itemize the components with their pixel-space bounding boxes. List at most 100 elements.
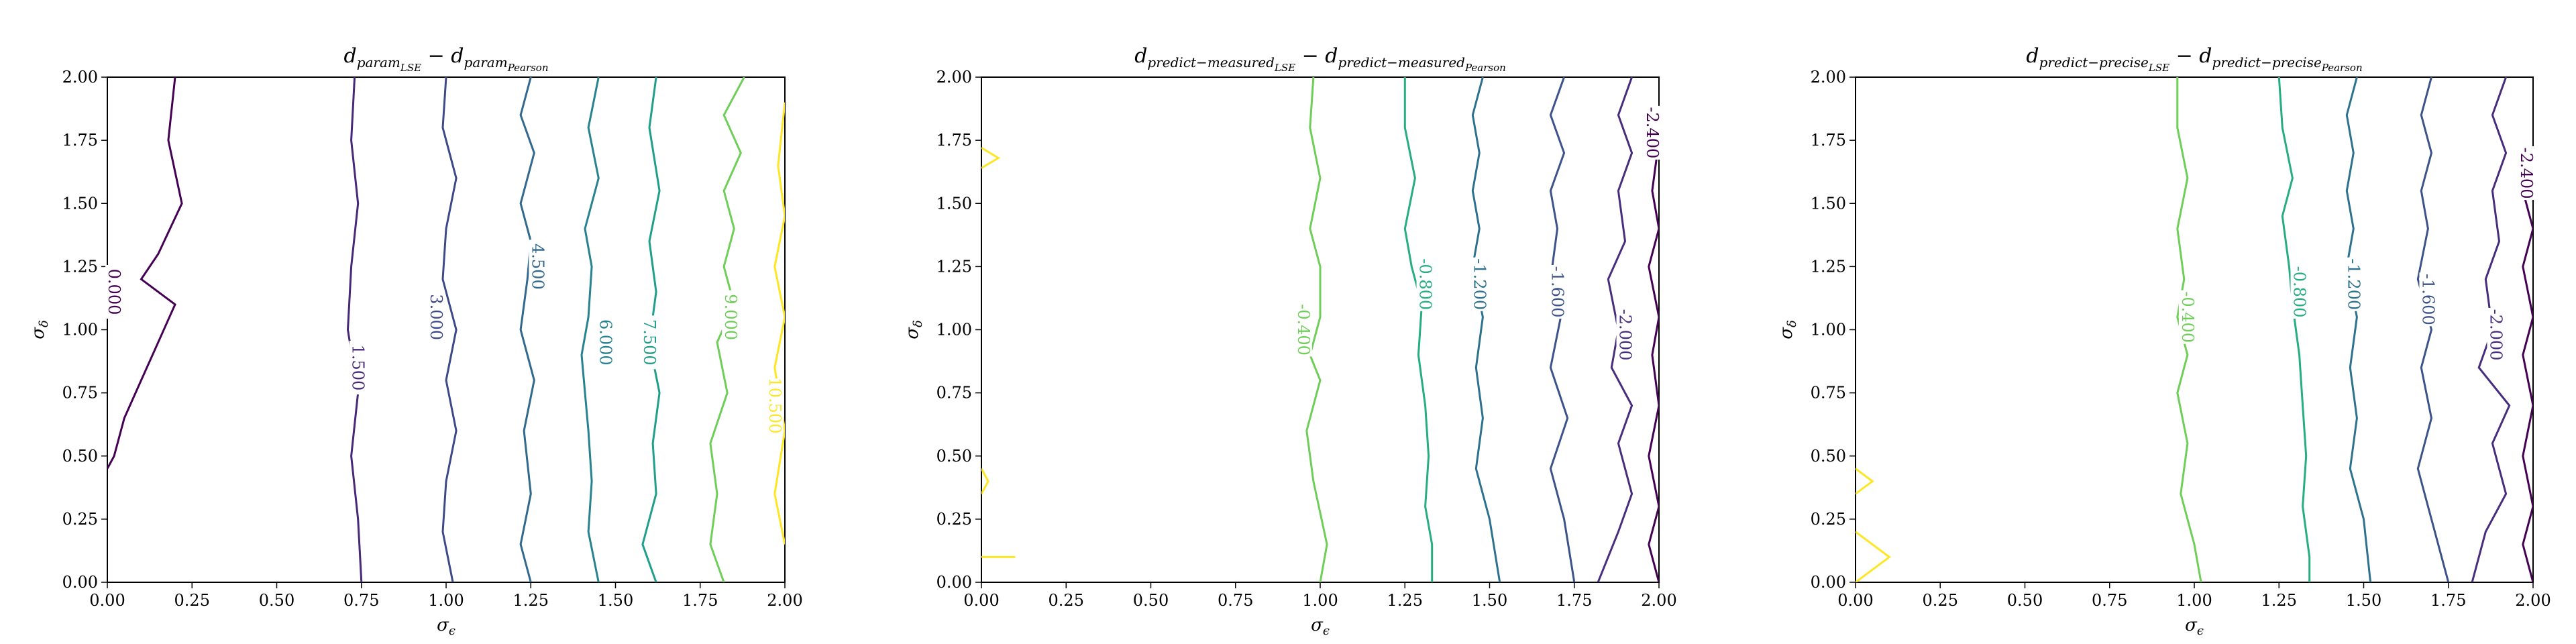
panel-title: dpredict−preciseLSE − dpredict−precisePe… — [2026, 44, 2362, 74]
contour-line — [1856, 531, 1892, 582]
y-tick-label: 1.75 — [62, 131, 98, 150]
y-tick-label: 0.25 — [62, 510, 98, 529]
y-tick-label: 1.25 — [1811, 257, 1846, 276]
x-tick-label: 2.00 — [2515, 591, 2551, 610]
x-tick-label: 0.25 — [174, 591, 210, 610]
contour-line — [2345, 77, 2372, 582]
contour-level-label: -1.600 — [1548, 266, 1567, 318]
y-axis-label: σδ — [902, 320, 925, 339]
x-tick-label: 0.75 — [2092, 591, 2127, 610]
contour-level-label: -0.800 — [1416, 258, 1435, 310]
contour-label-bg — [349, 340, 367, 394]
x-tick-label: 0.50 — [1133, 591, 1169, 610]
contour-line — [773, 102, 785, 545]
x-tick-label: 0.00 — [963, 591, 999, 610]
y-tick-label: 1.50 — [62, 194, 98, 213]
y-tick-label: 0.50 — [1811, 447, 1846, 466]
contour-panel-2: 0.00 0.25 0.50 0.75 1.00 1.25 1.50 1.75 2.00 0.00… — [902, 44, 1677, 638]
y-tick-label: 1.00 — [62, 321, 98, 339]
contour-line — [2416, 77, 2450, 582]
contour-level-label: -1.600 — [2418, 274, 2437, 325]
x-tick-label: 0.50 — [259, 591, 294, 610]
contour-line — [2277, 77, 2311, 582]
x-tick-label: 0.25 — [1049, 591, 1084, 610]
contour-label-bg — [641, 315, 658, 370]
contour-level-label: 3.000 — [427, 294, 445, 340]
contour-line — [2522, 152, 2533, 582]
y-axis-label: σδ — [1776, 320, 1799, 339]
x-tick-label: 1.00 — [2176, 591, 2212, 610]
y-tick-label: 2.00 — [1811, 68, 1846, 87]
contour-label-bg — [1643, 105, 1661, 160]
contour-panel-1: 0.00 0.25 0.50 0.75 1.00 1.25 1.50 1.75 2.00 0.00… — [28, 44, 803, 638]
x-tick-label: 1.50 — [1472, 591, 1507, 610]
y-axis-label: σδ — [28, 320, 51, 339]
y-tick-label: 1.75 — [1811, 131, 1846, 150]
contour-level-label: -0.400 — [2178, 291, 2197, 343]
y-tick-label: 0.25 — [936, 510, 972, 529]
contour-level-label: -2.400 — [2517, 148, 2536, 199]
contour-label-bg — [529, 239, 547, 294]
contour-level-label: 0.000 — [105, 269, 123, 315]
x-tick-label: 0.00 — [1837, 591, 1873, 610]
contour-line — [346, 77, 363, 582]
contour-label-bg — [2178, 290, 2196, 344]
y-tick-label: 0.25 — [1811, 510, 1846, 529]
y-tick-label: 2.00 — [936, 68, 972, 87]
contour-level-label: 4.500 — [528, 244, 547, 290]
contour-line — [1471, 77, 1501, 582]
contour-label-bg — [2290, 265, 2308, 319]
panel-title: dparamLSE − dparamPearson — [343, 44, 548, 74]
x-axis-label: σϵ — [2185, 615, 2204, 638]
y-tick-label: 1.50 — [1811, 194, 1846, 213]
y-tick-label: 0.50 — [936, 447, 972, 466]
contour-level-label: 1.500 — [349, 345, 368, 391]
x-tick-label: 0.50 — [2007, 591, 2043, 610]
contour-label-bg — [2419, 272, 2437, 327]
contour-label-bg — [1548, 265, 1566, 319]
x-tick-label: 1.25 — [513, 591, 549, 610]
y-tick-label: 0.00 — [62, 573, 98, 592]
contour-level-label: 6.000 — [596, 319, 614, 366]
y-tick-label: 1.00 — [936, 321, 972, 339]
y-tick-label: 0.75 — [62, 384, 98, 402]
contour-label-bg — [596, 315, 614, 370]
contour-line — [519, 77, 535, 582]
y-tick-label: 0.50 — [62, 447, 98, 466]
contour-panel-3: 0.00 0.25 0.50 0.75 1.00 1.25 1.50 1.75 2.00 0.00… — [1776, 44, 2551, 638]
y-tick-label: 1.00 — [1811, 321, 1846, 339]
contour-label-bg — [1470, 257, 1489, 311]
x-tick-label: 0.00 — [89, 591, 125, 610]
contour-label-bg — [2487, 308, 2505, 362]
contour-level-label: -1.200 — [1470, 258, 1489, 310]
panel-title: dpredict−measuredLSE − dpredict−measured… — [1134, 44, 1506, 74]
x-tick-label: 1.50 — [598, 591, 633, 610]
contour-line — [1856, 468, 1874, 495]
contour-label-bg — [2517, 146, 2535, 201]
x-tick-label: 1.75 — [1556, 591, 1592, 610]
x-tick-label: 1.75 — [2430, 591, 2466, 610]
y-tick-label: 0.75 — [936, 384, 972, 402]
contour-level-label: -2.000 — [2486, 309, 2505, 361]
contour-level-label: -2.400 — [1643, 107, 1662, 158]
contour-label-bg — [1416, 257, 1434, 311]
y-tick-label: 0.75 — [1811, 384, 1846, 402]
x-tick-label: 0.75 — [343, 591, 379, 610]
contour-label-bg — [1616, 308, 1634, 362]
contour-level-label: 7.500 — [640, 319, 659, 366]
contour-line — [1648, 140, 1659, 582]
contour-level-label: -1.200 — [2344, 258, 2363, 310]
contour-line — [107, 77, 183, 470]
x-tick-label: 0.75 — [1218, 591, 1253, 610]
contour-label-bg — [105, 265, 123, 319]
contour-level-label: 10.500 — [765, 377, 784, 433]
contour-level-label: -0.800 — [2290, 266, 2309, 318]
contour-line — [441, 77, 458, 582]
x-tick-label: 1.25 — [2261, 591, 2297, 610]
plot-frame — [107, 76, 786, 583]
x-tick-label: 2.00 — [1641, 591, 1676, 610]
y-tick-label: 1.25 — [62, 257, 98, 276]
x-axis-label: σϵ — [437, 615, 455, 638]
y-tick-label: 2.00 — [62, 68, 98, 87]
